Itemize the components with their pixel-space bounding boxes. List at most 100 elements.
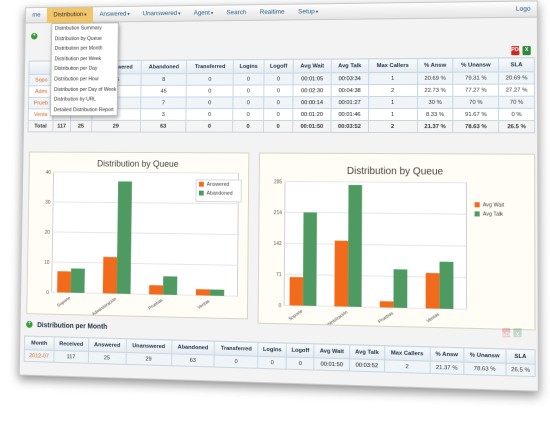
dropdown-item[interactable]: Detailed Distribution Report	[51, 105, 117, 115]
table-cell: 0 %	[499, 108, 535, 120]
table-cell: 00:01:46	[331, 109, 368, 121]
column-header[interactable]: Logins	[233, 59, 264, 73]
table-cell: 3	[140, 109, 186, 121]
column-header[interactable]: Transferred	[187, 60, 234, 74]
table-cell: 0	[186, 97, 233, 109]
chevron-down-icon: ▾	[84, 12, 86, 18]
pdf-export-icon: PDF	[502, 328, 510, 337]
nav-item-search[interactable]: Search	[220, 5, 253, 21]
table-cell: 00:01:27	[331, 97, 368, 109]
y-tick-label: 20	[45, 230, 51, 236]
table-cell: 8	[141, 74, 187, 86]
table-cell: 00:01:05	[293, 73, 331, 85]
bar-avg-wait	[380, 301, 394, 307]
table-cell: 0	[233, 97, 264, 109]
table-cell: 0	[186, 109, 233, 121]
nav-item-me[interactable]: me	[26, 7, 47, 22]
x-tick-label: Soporte	[56, 295, 71, 308]
dropdown-item[interactable]: Distribution per Day	[51, 64, 117, 75]
dropdown-item[interactable]: Distribution by Queue	[52, 34, 118, 45]
dropdown-item[interactable]: Distribution per Day of Week	[51, 85, 117, 95]
table-cell: 0	[263, 109, 293, 121]
nav-item-label: Search	[227, 9, 247, 16]
dropdown-item[interactable]: Distribution per Month	[52, 44, 118, 55]
dropdown-item[interactable]: Distribution per Hour	[51, 74, 117, 84]
table-cell: 0	[187, 85, 234, 97]
bar-avg-wait	[289, 277, 303, 306]
x-tick-label: Ventas	[197, 298, 212, 310]
bar-avg-talk	[348, 185, 362, 307]
logoff-link[interactable]: Logo	[509, 1, 537, 17]
y-tick-label: 40	[46, 170, 51, 176]
column-header[interactable]: Avg Talk	[331, 59, 368, 73]
column-header[interactable]: Abandoned	[141, 60, 187, 74]
table-cell: 1	[368, 72, 417, 84]
x-tick-label: Administración	[91, 296, 118, 317]
legend-label: Answered	[207, 182, 230, 188]
nav-item-label: Answered	[99, 10, 126, 17]
y-tick-label: 71	[276, 272, 282, 278]
table-cell: 0	[264, 85, 294, 97]
table-cell: 70 %	[453, 96, 499, 108]
table-cell: 30 %	[417, 96, 453, 108]
column-header[interactable]: Avg Wait	[293, 59, 331, 73]
y-tick-label: 0	[278, 303, 281, 309]
table-cell: 0	[263, 120, 293, 132]
table-cell: 00:01:50	[293, 120, 331, 132]
column-header[interactable]: Max Callers	[368, 58, 417, 72]
bar-avg-talk	[393, 269, 407, 308]
legend-swatch	[475, 211, 480, 216]
table-cell: 20.69 %	[499, 72, 535, 84]
column-header[interactable]: Logoff	[264, 59, 294, 73]
nav-item-label: Unanswered	[143, 10, 177, 17]
table-cell: 2	[368, 84, 417, 96]
dropdown-item[interactable]: Distribution per Week	[52, 54, 118, 65]
x-tick-label: Pruebas	[377, 310, 395, 324]
table-cell: 21.37 %	[417, 121, 453, 133]
chevron-down-icon: ▾	[127, 11, 129, 17]
column-header[interactable]: % Answ	[417, 58, 453, 72]
nav-item-agent[interactable]: Agent▾	[187, 5, 220, 21]
nav-item-distribution[interactable]: Distribution▾	[47, 7, 93, 23]
table-cell: 0	[264, 97, 294, 109]
excel-export-icon: X	[513, 328, 521, 337]
nav-item-label: Realtime	[260, 8, 285, 15]
table-cell: 1	[368, 96, 417, 108]
pdf-export-icon[interactable]: PDF	[511, 46, 519, 55]
excel-export-icon[interactable]: X	[523, 46, 531, 55]
table-cell: 00:04:38	[331, 85, 368, 97]
export-toolbar-reflection: PDF X	[502, 328, 521, 337]
chevron-down-icon: ▾	[211, 10, 213, 16]
table-cell: 77.27 %	[453, 84, 499, 96]
legend-swatch	[199, 182, 204, 187]
nav-item-unanswered[interactable]: Unanswered▾	[136, 6, 187, 22]
table-cell: 00:03:52	[331, 120, 368, 132]
nav-item-answered[interactable]: Answered▾	[93, 6, 136, 22]
x-tick-label: Pruebas	[147, 297, 164, 311]
wait-talk-bar-chart: 071142214285Soporte Administración Pruebas…	[259, 154, 535, 330]
column-header[interactable]: SLA	[499, 58, 535, 72]
add-icon[interactable]: +	[26, 321, 33, 328]
floor-reflection: PDF X	[23, 327, 538, 384]
distribution-dropdown-menu: Distribution Summary Distribution by Queu…	[50, 22, 119, 116]
dropdown-item[interactable]: Distribution Summary	[52, 23, 118, 34]
table-cell: 22.73 %	[417, 84, 453, 96]
table-cell: Total	[28, 120, 53, 132]
table-total-row: Total 117 25 29 63 0 0 0 00:01:50 00:03:52 2 21.37 …	[28, 120, 534, 132]
dropdown-item[interactable]: Distribution by URL	[51, 95, 117, 105]
table-cell: 8.33 %	[417, 108, 453, 120]
legend-label: Avg Wait	[483, 202, 505, 209]
top-navbar: me Distribution▾ Answered▾ Unanswered▾ Agent…	[26, 1, 537, 23]
add-icon[interactable]: +	[31, 33, 38, 40]
table-cell: 26.5 %	[499, 121, 535, 133]
table-cell: 117	[53, 120, 71, 132]
table-cell: 00:02:30	[293, 85, 331, 97]
nav-item-setup[interactable]: Setup▾	[291, 4, 325, 20]
nav-item-realtime[interactable]: Realtime	[253, 4, 291, 20]
table-cell: 79.31 %	[453, 72, 499, 84]
x-tick-label: Administración	[321, 309, 349, 329]
bar-answered	[196, 289, 210, 295]
column-header[interactable]: % Unansw	[453, 58, 499, 72]
nav-item-label: me	[32, 11, 40, 18]
